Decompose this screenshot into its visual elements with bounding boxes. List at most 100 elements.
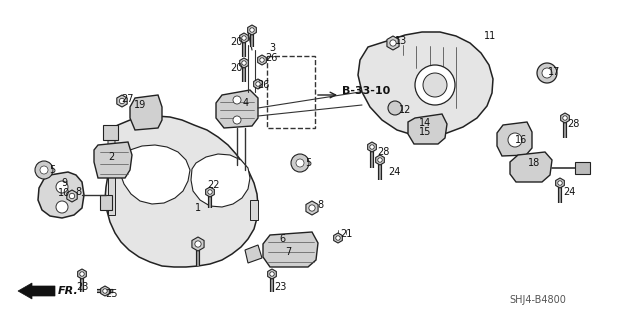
- Text: 5: 5: [49, 165, 55, 175]
- Circle shape: [508, 133, 522, 147]
- Text: 18: 18: [528, 158, 540, 168]
- Circle shape: [208, 190, 212, 194]
- Text: 4: 4: [243, 98, 249, 108]
- Text: 23: 23: [76, 282, 88, 292]
- Polygon shape: [248, 25, 257, 35]
- Text: 3: 3: [269, 43, 275, 53]
- Text: 24: 24: [388, 167, 400, 177]
- Polygon shape: [556, 178, 564, 188]
- Circle shape: [563, 116, 567, 120]
- Circle shape: [250, 28, 254, 32]
- Polygon shape: [100, 286, 109, 296]
- Bar: [267, 56, 315, 128]
- Text: SHJ4-B4800: SHJ4-B4800: [509, 295, 566, 305]
- Circle shape: [260, 58, 264, 62]
- Polygon shape: [117, 95, 127, 107]
- Circle shape: [56, 201, 68, 213]
- Text: 21: 21: [340, 229, 352, 239]
- Text: 24: 24: [563, 187, 575, 197]
- Circle shape: [542, 68, 552, 78]
- Polygon shape: [306, 201, 318, 215]
- Circle shape: [233, 116, 241, 124]
- Text: 20: 20: [230, 63, 242, 73]
- Text: 14: 14: [419, 118, 431, 128]
- Polygon shape: [205, 187, 214, 197]
- Circle shape: [378, 158, 382, 162]
- Text: 17: 17: [548, 67, 560, 77]
- Circle shape: [291, 154, 309, 172]
- Circle shape: [242, 61, 246, 65]
- Polygon shape: [108, 130, 115, 175]
- Text: 11: 11: [484, 31, 496, 41]
- Text: 28: 28: [567, 119, 579, 129]
- Circle shape: [256, 82, 260, 86]
- Polygon shape: [561, 113, 570, 123]
- Polygon shape: [510, 152, 552, 182]
- Polygon shape: [367, 142, 376, 152]
- Polygon shape: [239, 58, 248, 68]
- Circle shape: [388, 101, 402, 115]
- Text: 8: 8: [317, 200, 323, 210]
- Polygon shape: [130, 95, 162, 130]
- Polygon shape: [387, 36, 399, 50]
- Polygon shape: [376, 155, 385, 165]
- Polygon shape: [358, 32, 493, 136]
- Text: 15: 15: [419, 127, 431, 137]
- Polygon shape: [67, 190, 77, 202]
- Polygon shape: [191, 154, 250, 207]
- Polygon shape: [253, 79, 262, 89]
- Polygon shape: [263, 232, 318, 267]
- Polygon shape: [250, 200, 258, 220]
- Text: 25: 25: [105, 289, 117, 299]
- Text: 10: 10: [58, 188, 70, 198]
- Circle shape: [195, 241, 201, 247]
- Polygon shape: [575, 162, 590, 174]
- Polygon shape: [100, 195, 112, 210]
- Text: 26: 26: [257, 80, 269, 90]
- Text: 20: 20: [230, 37, 242, 47]
- Text: 2: 2: [108, 152, 114, 162]
- Polygon shape: [239, 33, 248, 43]
- Text: 27: 27: [122, 94, 134, 104]
- Circle shape: [390, 40, 396, 46]
- Polygon shape: [38, 172, 84, 218]
- Circle shape: [537, 63, 557, 83]
- Polygon shape: [497, 122, 532, 156]
- Polygon shape: [105, 116, 258, 267]
- Polygon shape: [120, 145, 190, 204]
- Polygon shape: [333, 233, 342, 243]
- Circle shape: [557, 181, 563, 185]
- Circle shape: [296, 159, 304, 167]
- Polygon shape: [108, 175, 115, 215]
- Circle shape: [103, 289, 108, 293]
- Text: 26: 26: [265, 53, 277, 63]
- Circle shape: [40, 166, 48, 174]
- Circle shape: [269, 272, 275, 276]
- Text: 19: 19: [134, 100, 146, 110]
- Text: B-33-10: B-33-10: [342, 86, 390, 96]
- Text: 16: 16: [515, 135, 527, 145]
- Circle shape: [35, 161, 53, 179]
- Circle shape: [336, 236, 340, 240]
- Text: 7: 7: [285, 247, 291, 257]
- Circle shape: [309, 205, 315, 211]
- Text: 12: 12: [399, 105, 411, 115]
- Circle shape: [56, 181, 68, 193]
- Circle shape: [80, 272, 84, 276]
- Polygon shape: [258, 55, 266, 65]
- Text: 8: 8: [75, 187, 81, 197]
- Text: 6: 6: [279, 234, 285, 244]
- Polygon shape: [77, 269, 86, 279]
- Text: 22: 22: [207, 180, 220, 190]
- Polygon shape: [216, 90, 258, 128]
- Polygon shape: [94, 142, 132, 178]
- Text: 13: 13: [395, 36, 407, 46]
- Polygon shape: [408, 114, 447, 144]
- Circle shape: [69, 193, 75, 199]
- Polygon shape: [245, 245, 262, 263]
- Circle shape: [423, 73, 447, 97]
- Polygon shape: [192, 237, 204, 251]
- Text: 28: 28: [377, 147, 389, 157]
- Text: 1: 1: [195, 203, 201, 213]
- Text: FR.: FR.: [58, 286, 79, 296]
